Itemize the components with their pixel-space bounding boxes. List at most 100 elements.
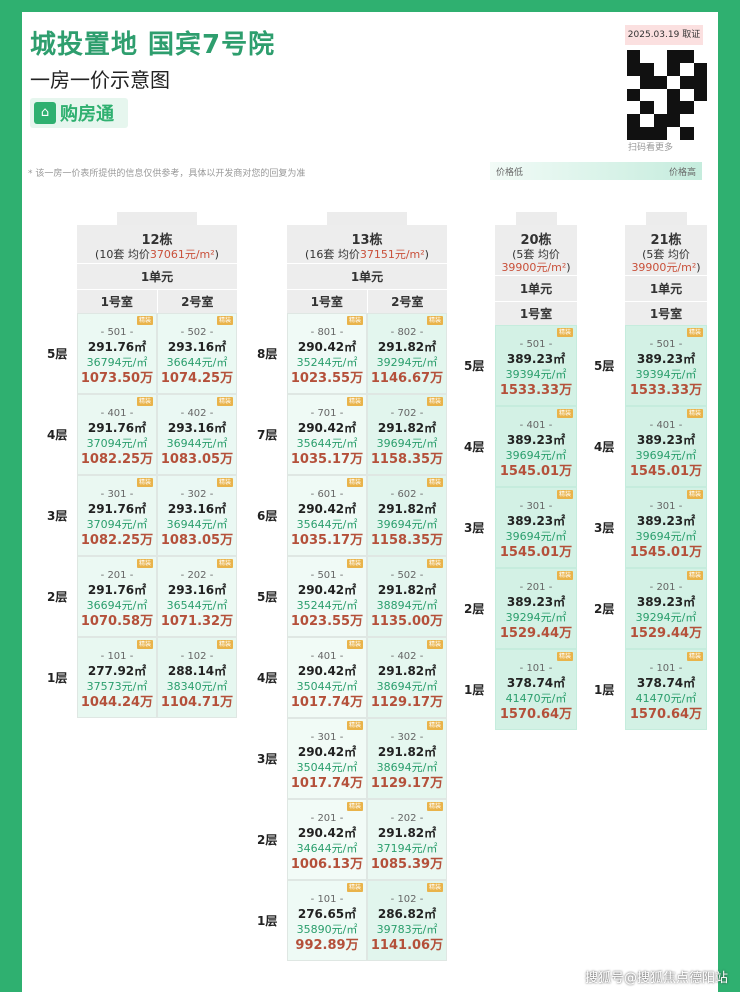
unit-cell[interactable]: 精装 - 302 - 293.16㎡ 36944元/㎡ 1083.05万 xyxy=(157,475,237,556)
finish-badge: 精装 xyxy=(347,721,363,730)
unit-cell[interactable]: 精装 - 501 - 290.42㎡ 35244元/㎡ 1023.55万 xyxy=(287,556,367,637)
unit-cell[interactable]: 精装 - 801 - 290.42㎡ 35244元/㎡ 1023.55万 xyxy=(287,313,367,394)
finish-badge: 精装 xyxy=(217,478,233,487)
unit-number: - 502 - xyxy=(390,570,424,581)
unit-cell[interactable]: 精装 - 401 - 389.23㎡ 39694元/㎡ 1545.01万 xyxy=(625,406,707,487)
unit-price: 36794元/㎡ xyxy=(86,356,148,369)
qr-pixel xyxy=(680,50,694,63)
unit-number: - 102 - xyxy=(390,894,424,905)
unit-price: 39294元/㎡ xyxy=(635,611,697,624)
total-price: 1533.33万 xyxy=(499,383,573,398)
unit-label: 1单元 xyxy=(649,282,683,296)
unit-cell[interactable]: 精装 - 201 - 389.23㎡ 39294元/㎡ 1529.44万 xyxy=(495,568,577,649)
unit-area: 290.42㎡ xyxy=(297,421,357,435)
unit-cell[interactable]: 精装 - 101 - 378.74㎡ 41470元/㎡ 1570.64万 xyxy=(495,649,577,730)
qr-pixel xyxy=(627,75,641,89)
unit-cell[interactable]: 精装 - 701 - 290.42㎡ 35644元/㎡ 1035.17万 xyxy=(287,394,367,475)
unit-cell[interactable]: 精装 - 302 - 291.82㎡ 38694元/㎡ 1129.17万 xyxy=(367,718,447,799)
unit-number: - 502 - xyxy=(180,327,214,338)
qr-pixel xyxy=(693,88,707,102)
total-price: 1104.71万 xyxy=(160,695,234,710)
finish-badge: 精装 xyxy=(137,316,153,325)
unit-cell[interactable]: 精装 - 401 - 389.23㎡ 39694元/㎡ 1545.01万 xyxy=(495,406,577,487)
unit-cell[interactable]: 精装 - 201 - 389.23㎡ 39294元/㎡ 1529.44万 xyxy=(625,568,707,649)
unit-cell[interactable]: 精装 - 401 - 291.76㎡ 37094元/㎡ 1082.25万 xyxy=(77,394,157,475)
unit-cell[interactable]: 精装 - 101 - 277.92㎡ 37573元/㎡ 1044.24万 xyxy=(77,637,157,718)
unit-cell[interactable]: 精装 - 301 - 291.76㎡ 37094元/㎡ 1082.25万 xyxy=(77,475,157,556)
total-price: 1082.25万 xyxy=(80,452,154,467)
unit-area: 290.42㎡ xyxy=(297,583,357,597)
total-price: 1035.17万 xyxy=(290,533,364,548)
unit-number: - 402 - xyxy=(180,408,214,419)
unit-cell[interactable]: 精装 - 402 - 293.16㎡ 36944元/㎡ 1083.05万 xyxy=(157,394,237,475)
unit-cell[interactable]: 精装 - 702 - 291.82㎡ 39694元/㎡ 1158.35万 xyxy=(367,394,447,475)
unit-cell[interactable]: 精装 - 802 - 291.82㎡ 39294元/㎡ 1146.67万 xyxy=(367,313,447,394)
unit-cell[interactable]: 精装 - 202 - 291.82㎡ 37194元/㎡ 1085.39万 xyxy=(367,799,447,880)
unit-area: 293.16㎡ xyxy=(167,340,227,354)
unit-price: 41470元/㎡ xyxy=(505,692,567,705)
unit-area: 291.76㎡ xyxy=(87,502,147,516)
unit-cell[interactable]: 精装 - 102 - 286.82㎡ 39783元/㎡ 1141.06万 xyxy=(367,880,447,961)
unit-price: 36944元/㎡ xyxy=(166,437,228,450)
building-header: 21栋 (5套 均价 39900元/m²) xyxy=(625,225,707,275)
unit-cell[interactable]: 精装 - 401 - 290.42㎡ 35044元/㎡ 1017.74万 xyxy=(287,637,367,718)
unit-cell[interactable]: 精装 - 601 - 290.42㎡ 35644元/㎡ 1035.17万 xyxy=(287,475,367,556)
total-price: 1129.17万 xyxy=(370,776,444,791)
floor-label: 3层 xyxy=(594,521,615,535)
unit-number: - 201 - xyxy=(100,570,134,581)
unit-cell[interactable]: 精装 - 602 - 291.82㎡ 39694元/㎡ 1158.35万 xyxy=(367,475,447,556)
floor-label: 1层 xyxy=(257,914,278,928)
finish-badge: 精装 xyxy=(427,802,443,811)
unit-price: 39394元/㎡ xyxy=(635,368,697,381)
unit-price: 35644元/㎡ xyxy=(296,518,358,531)
unit-area: 290.42㎡ xyxy=(297,745,357,759)
building-name: 13栋 xyxy=(351,233,383,248)
unit-cell[interactable]: 精装 - 102 - 288.14㎡ 38340元/㎡ 1104.71万 xyxy=(157,637,237,718)
unit-cell[interactable]: 精装 - 502 - 291.82㎡ 38894元/㎡ 1135.00万 xyxy=(367,556,447,637)
unit-cell[interactable]: 精装 - 202 - 293.16㎡ 36544元/㎡ 1071.32万 xyxy=(157,556,237,637)
floor-label: 4层 xyxy=(594,440,615,454)
unit-cell[interactable]: 精装 - 301 - 389.23㎡ 39694元/㎡ 1545.01万 xyxy=(625,487,707,568)
brand-name: 购房通 xyxy=(60,104,114,125)
unit-area: 291.76㎡ xyxy=(87,421,147,435)
total-price: 1570.64万 xyxy=(629,707,703,722)
room-header: 2号室 xyxy=(366,290,448,313)
unit-price: 38694元/㎡ xyxy=(376,680,438,693)
unit-cell[interactable]: 精装 - 201 - 291.76㎡ 36694元/㎡ 1070.58万 xyxy=(77,556,157,637)
total-price: 1158.35万 xyxy=(370,452,444,467)
room-header: 1号室 xyxy=(519,307,553,321)
unit-number: - 501 - xyxy=(100,327,134,338)
qr-caption: 扫码看更多 xyxy=(628,143,674,153)
floor-label: 4层 xyxy=(464,440,485,454)
page-subtitle: 一房一价示意图 xyxy=(30,68,170,92)
total-price: 1570.64万 xyxy=(499,707,573,722)
unit-price: 35244元/㎡ xyxy=(296,599,358,612)
building-tab xyxy=(327,212,407,226)
total-price: 1085.39万 xyxy=(370,857,444,872)
unit-cell[interactable]: 精装 - 501 - 291.76㎡ 36794元/㎡ 1073.50万 xyxy=(77,313,157,394)
finish-badge: 精装 xyxy=(137,559,153,568)
unit-cell[interactable]: 精装 - 502 - 293.16㎡ 36644元/㎡ 1074.25万 xyxy=(157,313,237,394)
unit-cell[interactable]: 精装 - 301 - 389.23㎡ 39694元/㎡ 1545.01万 xyxy=(495,487,577,568)
unit-cell[interactable]: 精装 - 501 - 389.23㎡ 39394元/㎡ 1533.33万 xyxy=(495,325,577,406)
average-price: 37151元/m² xyxy=(359,248,425,261)
floor-label: 5层 xyxy=(257,590,278,604)
unit-cell[interactable]: 精装 - 402 - 291.82㎡ 38694元/㎡ 1129.17万 xyxy=(367,637,447,718)
qr-pixel xyxy=(640,127,654,140)
unit-price: 34644元/㎡ xyxy=(296,842,358,855)
unit-cell[interactable]: 精装 - 201 - 290.42㎡ 34644元/㎡ 1006.13万 xyxy=(287,799,367,880)
qr-code[interactable] xyxy=(627,50,707,140)
floor-label: 5层 xyxy=(47,347,68,361)
unit-price: 35044元/㎡ xyxy=(296,680,358,693)
unit-number: - 401 - xyxy=(310,651,344,662)
unit-cell[interactable]: 精装 - 501 - 389.23㎡ 39394元/㎡ 1533.33万 xyxy=(625,325,707,406)
date-badge: 2025.03.19 取证 xyxy=(625,25,703,45)
unit-cell[interactable]: 精装 - 101 - 378.74㎡ 41470元/㎡ 1570.64万 xyxy=(625,649,707,730)
floor-label: 2层 xyxy=(594,602,615,616)
unit-cell[interactable]: 精装 - 301 - 290.42㎡ 35044元/㎡ 1017.74万 xyxy=(287,718,367,799)
unit-cell[interactable]: 精装 - 101 - 276.65㎡ 35890元/㎡ 992.89万 xyxy=(287,880,367,961)
total-price: 1017.74万 xyxy=(290,695,364,710)
unit-number: - 301 - xyxy=(519,501,553,512)
room-header: 2号室 xyxy=(156,290,238,313)
unit-area: 293.16㎡ xyxy=(167,583,227,597)
